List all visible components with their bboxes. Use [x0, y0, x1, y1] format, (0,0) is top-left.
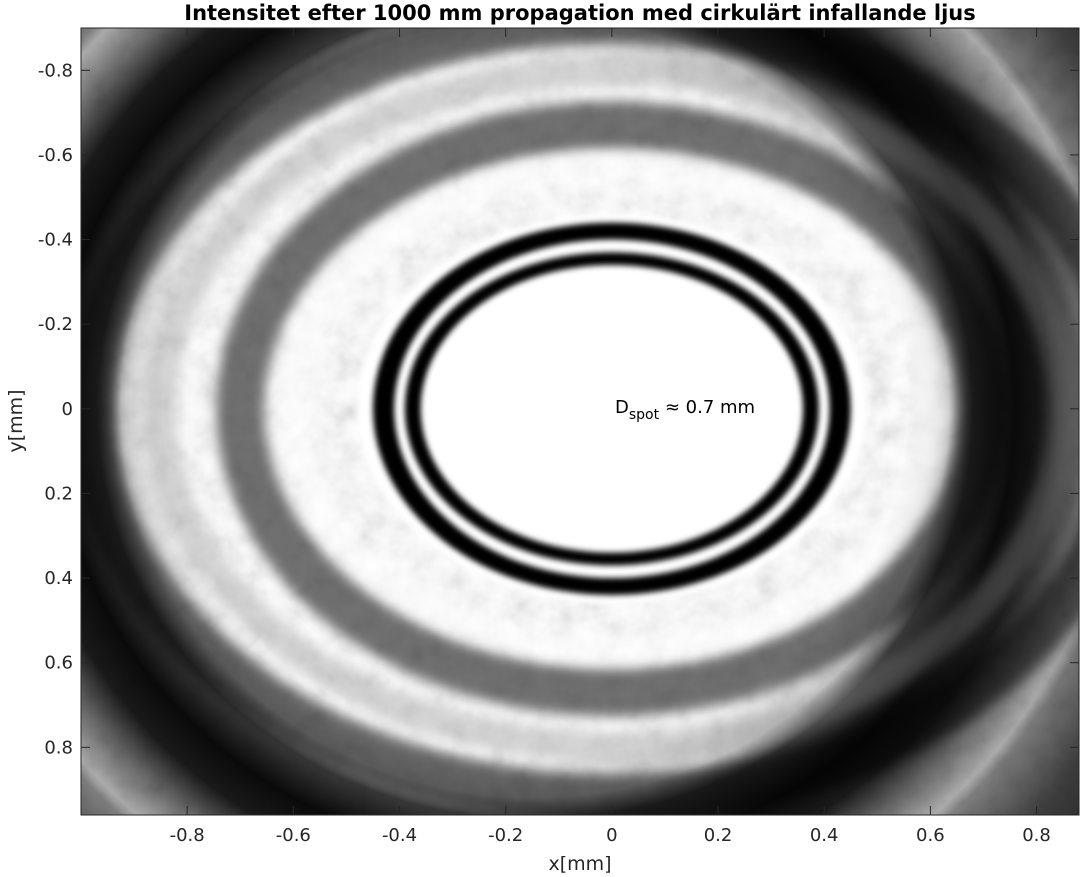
annotation-main: D [615, 397, 629, 418]
inner-ring-layer [357, 214, 867, 604]
y-tick-label: 0.4 [44, 568, 73, 589]
annotation-subscript: spot [629, 407, 660, 423]
outer-ring-3 [278, 152, 946, 665]
x-tick-label: -0.4 [382, 825, 417, 846]
x-tick-label: -0.6 [276, 825, 311, 846]
outer-ring-1 [145, 55, 1079, 763]
annotation-suffix: ≈ 0.7 mm [659, 397, 755, 418]
x-tick-label: 0.8 [1022, 825, 1051, 846]
spot-annotation: Dspot ≈ 0.7 mm [615, 397, 755, 423]
inner-ring-4 [420, 264, 803, 553]
y-tick-label: 0.8 [44, 737, 73, 758]
y-tick-label: -0.6 [38, 145, 73, 166]
axes-frame [80, 27, 1080, 816]
x-axis-ticks: -0.8 -0.6 -0.4 -0.2 0 0.2 0.4 0.6 0.8 [170, 28, 1051, 846]
chart-title: Intensitet efter 1000 mm propagation med… [184, 1, 976, 25]
y-axis-label: y[mm] [5, 389, 27, 452]
y-tick-label: 0.6 [44, 653, 73, 674]
y-tick-label: 0.2 [44, 483, 73, 504]
x-tick-label: -0.8 [170, 825, 205, 846]
x-tick-label: -0.2 [488, 825, 523, 846]
outer-ring-2 [216, 101, 1008, 717]
x-tick-label: 0.4 [810, 825, 839, 846]
outer-ring-0 [81, 28, 1079, 815]
x-tick-label: 0.6 [916, 825, 945, 846]
x-tick-label: 0.2 [704, 825, 733, 846]
x-axis-label: x[mm] [548, 853, 611, 875]
heatmap-image [81, 28, 1079, 815]
x-tick-label: 0 [606, 825, 617, 846]
y-tick-label: 0 [62, 399, 73, 420]
rings-layer [81, 28, 1079, 815]
y-tick-label: -0.4 [38, 230, 73, 251]
y-tick-label: -0.2 [38, 314, 73, 335]
y-tick-label: -0.8 [38, 60, 73, 81]
y-axis-ticks: -0.8 -0.6 -0.4 -0.2 0 0.2 0.4 0.6 0.8 [38, 60, 1079, 758]
